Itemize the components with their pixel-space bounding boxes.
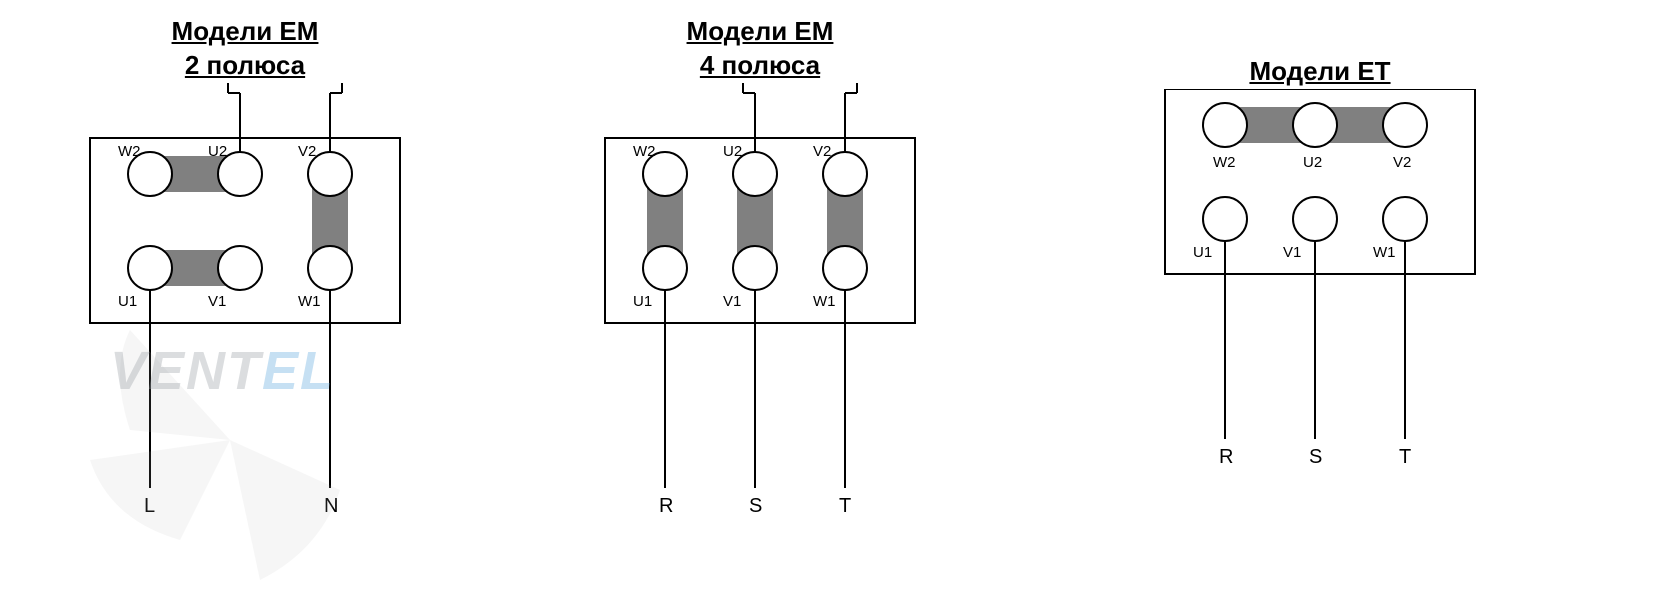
terminal-label-bottom: U1 <box>633 293 652 310</box>
diagram-em2: Модели EM2 полюса W2 U2 V2 U1 V1 W1 L N <box>75 15 415 553</box>
terminal-label-bottom: W1 <box>813 293 836 310</box>
terminal-label-top: W2 <box>633 143 656 160</box>
wiring-svg: W2 U2 V2 U1 V1 W1 R S T <box>590 83 930 548</box>
lead-label: N <box>324 495 338 517</box>
terminal-label-top: V2 <box>1393 154 1411 171</box>
diagram-title: Модели EM4 полюса <box>590 15 930 83</box>
terminal-label-top: V2 <box>298 143 316 160</box>
lead-label: L <box>144 495 155 517</box>
terminal-label-bottom: V1 <box>723 293 741 310</box>
title-line1: Модели EM <box>590 15 930 49</box>
title-line2: 2 полюса <box>75 49 415 83</box>
lead-label: S <box>1309 446 1322 468</box>
diagram-title: Модели ET <box>1150 55 1490 89</box>
terminal-label-top: U2 <box>723 143 742 160</box>
terminal-label-top: V2 <box>813 143 831 160</box>
terminal-label-bottom: V1 <box>208 293 226 310</box>
terminal-label-top: W2 <box>118 143 141 160</box>
title-line2: 4 полюса <box>590 49 930 83</box>
wiring-svg: W2 U2 V2 U1 V1 W1 R S T <box>1150 89 1490 499</box>
title-line1: Модели EM <box>75 15 415 49</box>
lead-label: R <box>1219 446 1233 468</box>
diagram-et: Модели ET W2 U2 V2 U1 V1 W1 R S T <box>1150 55 1490 504</box>
terminal-label-top: W2 <box>1213 154 1236 171</box>
terminal-label-bottom: W1 <box>298 293 321 310</box>
lead-label: T <box>1399 446 1411 468</box>
terminal-label-top: U2 <box>208 143 227 160</box>
terminal-label-bottom: U1 <box>118 293 137 310</box>
terminal-label-bottom: V1 <box>1283 244 1301 261</box>
wiring-svg: W2 U2 V2 U1 V1 W1 L N <box>75 83 415 548</box>
lead-label: T <box>839 495 851 517</box>
terminal-label-top: U2 <box>1303 154 1322 171</box>
title-line1: Модели ET <box>1150 55 1490 89</box>
terminal-label-bottom: U1 <box>1193 244 1212 261</box>
lead-label: S <box>749 495 762 517</box>
terminal-label-bottom: W1 <box>1373 244 1396 261</box>
lead-label: R <box>659 495 673 517</box>
diagram-em4: Модели EM4 полюса W2 U2 V2 U1 V1 W1 R S T <box>590 15 930 553</box>
diagram-title: Модели EM2 полюса <box>75 15 415 83</box>
